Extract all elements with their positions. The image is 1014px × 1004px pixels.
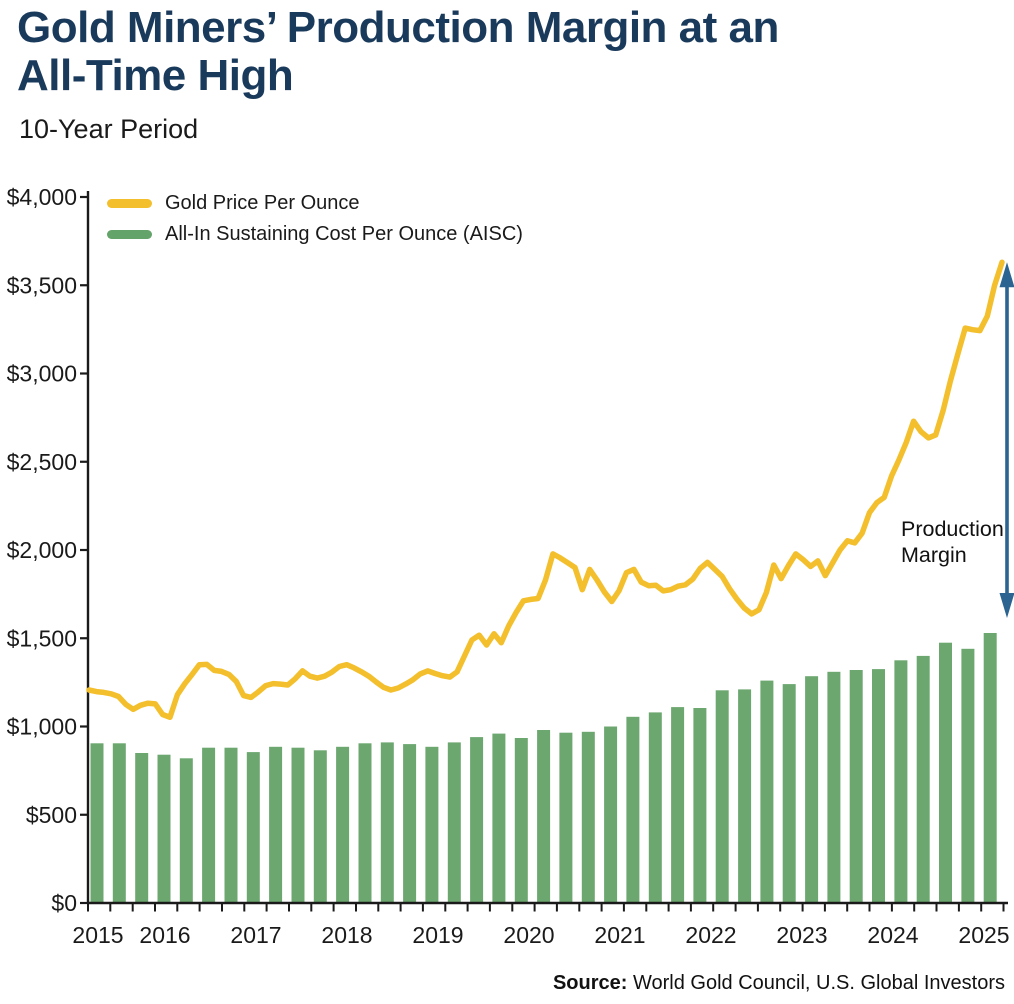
production-margin-annotation: Production Margin [901,516,1004,568]
x-axis-year-label: 2017 [230,922,281,948]
production-margin-line-2: Margin [901,543,967,567]
aisc-bar [738,689,752,903]
page-title: Gold Miners’ Production Margin at an All… [17,3,779,101]
x-axis-year-label: 2015 [72,922,123,948]
production-margin-arrow [999,262,1014,618]
aisc-bar [90,743,104,903]
aisc-bar [872,669,885,903]
aisc-bar [939,642,952,903]
aisc-bar [537,730,551,903]
title-line-1: Gold Miners’ Production Margin at an [17,3,779,52]
x-axis-year-label: 2023 [776,922,827,948]
x-axis-year-label: 2021 [594,922,645,948]
aisc-bar [403,744,417,903]
y-axis-label: $4,000 [7,184,77,210]
aisc-bar [336,746,350,903]
aisc-bar [715,690,729,903]
aisc-bar [782,684,796,903]
aisc-bar [849,670,863,903]
aisc-line-swatch-icon [107,230,152,239]
aisc-bar [648,712,662,903]
aisc-bar [224,747,238,903]
aisc-bar [179,758,193,903]
aisc-bar [693,708,707,903]
production-margin-line-1: Production [901,517,1004,541]
y-axis-label: $1,000 [7,714,77,740]
legend-label-aisc: All-In Sustaining Cost Per Ounce (AISC) [165,223,523,245]
aisc-bar [894,660,908,903]
source-note: Source: World Gold Council, U.S. Global … [553,972,1005,995]
aisc-bar [246,752,260,903]
aisc-bar [425,746,439,903]
aisc-bar [492,733,506,903]
aisc-bar [112,743,126,903]
y-axis-label: $0 [51,890,77,916]
source-text: World Gold Council, U.S. Global Investor… [627,972,1005,994]
x-axis-year-label: 2025 [958,922,1009,948]
y-axis: $0 $500 $1,000 $1,500 $2,000 $2,500 $3,000 $3,5… [7,184,88,916]
aisc-bar [626,716,640,903]
aisc-bar [269,746,283,903]
legend-item-gold-price: Gold Price Per Ounce [107,188,523,219]
source-label: Source: [552,972,628,994]
aisc-bar [514,738,528,903]
x-axis-year-label: 2020 [503,922,554,948]
x-axis: 2015 2016 2017 2018 2019 2020 2021 2022 2023 2024… [72,903,1010,948]
gold-line-swatch-icon [107,199,152,208]
y-axis-label: $500 [26,802,77,828]
y-axis-label: $1,500 [7,625,77,651]
y-axis-label: $3,000 [7,361,77,387]
x-axis-year-label: 2016 [139,922,190,948]
y-axis-label: $2,000 [7,537,77,563]
chart-legend: Gold Price Per Ounce All-In Sustaining C… [107,188,523,250]
legend-item-aisc: All-In Sustaining Cost Per Ounce (AISC) [107,219,523,250]
aisc-bar [961,648,975,903]
aisc-bar [916,655,930,903]
x-axis-year-label: 2022 [685,922,736,948]
aisc-bar [760,680,774,903]
title-line-2: All-Time High [17,51,294,101]
aisc-bars-group [90,633,997,903]
aisc-bar [291,747,305,903]
x-axis-year-label: 2019 [412,922,463,948]
aisc-bar [559,732,573,903]
arrow-head-up-icon [999,262,1014,288]
aisc-bar [827,671,841,903]
aisc-bar [470,737,484,903]
chart-subtitle: 10-Year Period [19,114,199,144]
legend-label-gold-price: Gold Price Per Ounce [165,192,360,214]
y-axis-label: $3,500 [7,272,77,298]
aisc-bar [604,726,618,903]
x-axis-year-label: 2024 [867,922,918,948]
aisc-bar [805,676,819,903]
y-axis-label: $2,500 [7,449,77,475]
aisc-bar [313,750,327,903]
x-axis-year-label: 2018 [321,922,372,948]
aisc-bar [447,742,461,903]
aisc-bar [380,742,394,903]
aisc-bar [358,743,372,903]
aisc-bar [202,747,216,903]
arrow-head-down-icon [999,592,1014,618]
aisc-bar [671,707,685,903]
aisc-bar [157,754,171,903]
aisc-bar [983,633,997,903]
gold-price-line [86,259,1005,721]
aisc-bar [581,731,595,903]
aisc-bar [135,753,149,903]
